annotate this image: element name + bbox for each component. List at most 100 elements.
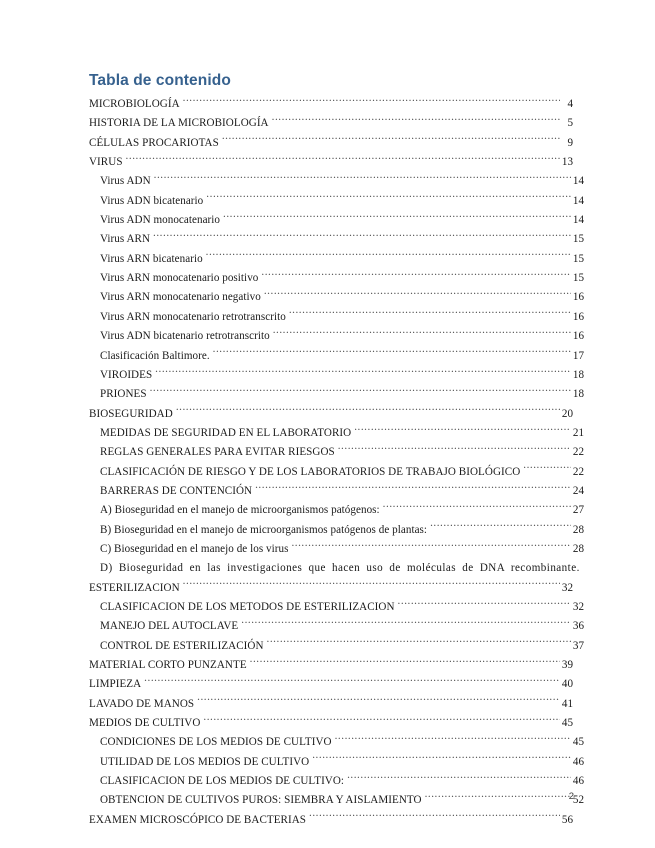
toc-entry-page-number: 15 <box>572 272 584 285</box>
toc-entry[interactable]: A) Bioseguridad en el manejo de microorg… <box>89 501 584 520</box>
toc-entry-page-number: 22 <box>572 465 584 478</box>
toc-entry-label: Virus ARN monocatenario negativo <box>100 291 261 304</box>
toc-entry[interactable]: ESTERILIZACION 32 <box>89 579 573 598</box>
toc-entry[interactable]: HISTORIA DE LA MICROBIOLOGÍA 5 <box>89 114 573 133</box>
toc-dot-leader <box>150 386 571 397</box>
toc-entry[interactable]: D) Bioseguridad en las investigaciones q… <box>89 559 584 578</box>
toc-dot-leader <box>126 154 560 165</box>
toc-entry-label: Virus ADN monocatenario <box>100 214 221 227</box>
toc-entry-label: CONTROL DE ESTERILIZACIÓN <box>100 639 264 652</box>
toc-dot-leader <box>335 734 571 745</box>
toc-entry[interactable]: Virus ADN bicatenario retrotranscrito 16 <box>89 327 584 346</box>
toc-entry[interactable]: Virus ARN 15 <box>89 230 584 249</box>
toc-entry-label: LIMPIEZA <box>89 678 142 691</box>
toc-entry-label: MICROBIOLOGÍA <box>89 98 180 111</box>
toc-entry[interactable]: B) Bioseguridad en el manejo de microorg… <box>89 521 584 540</box>
toc-dot-leader <box>272 115 560 126</box>
toc-entry[interactable]: CLASIFICACION DE LOS MEDIOS DE CULTIVO: 4… <box>89 772 584 791</box>
toc-entry-page-number: 22 <box>572 446 584 459</box>
toc-entry[interactable]: PRIONES 18 <box>89 385 584 404</box>
toc-entry[interactable]: BIOSEGURIDAD 20 <box>89 405 573 424</box>
toc-entry[interactable]: Virus ADN bicatenario 14 <box>89 192 584 211</box>
toc-entry-page-number: 18 <box>572 368 584 381</box>
toc-dot-leader <box>312 754 571 765</box>
toc-entry-page-number: 9 <box>567 136 573 149</box>
toc-dot-leader <box>176 406 560 417</box>
toc-entry-label: MANEJO DEL AUTOCLAVE <box>100 620 239 633</box>
toc-entry-label: CONDICIONES DE LOS MEDIOS DE CULTIVO <box>100 736 332 749</box>
toc-entry-page-number: 40 <box>561 678 573 691</box>
toc-entry-label: CLASIFICACION DE LOS METODOS DE ESTERILI… <box>100 600 395 613</box>
toc-entry-label: CLASIFICACION DE LOS MEDIOS DE CULTIVO: <box>100 775 345 788</box>
toc-dot-leader <box>154 173 571 184</box>
toc-entry[interactable]: CONDICIONES DE LOS MEDIOS DE CULTIVO 45 <box>89 733 584 752</box>
toc-entry[interactable]: BARRERAS DE CONTENCIÓN 24 <box>89 482 584 501</box>
toc-entry[interactable]: CLASIFICACIÓN DE RIESGO Y DE LOS LABORAT… <box>89 463 584 482</box>
toc-entry-page-number: 32 <box>572 600 584 613</box>
toc-entry[interactable]: MEDIDAS DE SEGURIDAD EN EL LABORATORIO 21 <box>89 424 584 443</box>
toc-entry[interactable]: Virus ARN monocatenario negativo 16 <box>89 288 584 307</box>
toc-entry-label: Virus ARN <box>100 233 151 246</box>
toc-dot-leader <box>197 696 560 707</box>
toc-entry[interactable]: Virus ADN 14 <box>89 172 584 191</box>
toc-dot-leader <box>222 135 560 146</box>
toc-entry-page-number: 16 <box>572 310 584 323</box>
toc-entry-page-number: 15 <box>572 233 584 246</box>
toc-entry[interactable]: Clasificación Baltimore. 17 <box>89 347 584 366</box>
toc-entry[interactable]: EXAMEN MICROSCÓPICO DE BACTERIAS 56 <box>89 811 573 830</box>
toc-entry-page-number: 27 <box>572 504 584 517</box>
toc-entry-label: OBTENCION DE CULTIVOS PUROS: SIEMBRA Y A… <box>100 794 422 807</box>
toc-entry-label: BARRERAS DE CONTENCIÓN <box>100 484 253 497</box>
toc-entry[interactable]: Virus ADN monocatenario 14 <box>89 211 584 230</box>
toc-entry-label: Clasificación Baltimore. <box>100 349 210 362</box>
toc-entry[interactable]: MANEJO DEL AUTOCLAVE 36 <box>89 617 584 636</box>
toc-entry-page-number: 21 <box>572 426 584 439</box>
toc-entry[interactable]: UTILIDAD DE LOS MEDIOS DE CULTIVO 46 <box>89 753 584 772</box>
toc-dot-leader <box>264 289 571 300</box>
toc-entry-page-number: 46 <box>572 775 584 788</box>
toc-entry-page-number: 56 <box>561 813 573 826</box>
toc-entry[interactable]: Virus ARN bicatenario 15 <box>89 250 584 269</box>
toc-entry[interactable]: LAVADO DE MANOS 41 <box>89 695 573 714</box>
toc-entry[interactable]: CONTROL DE ESTERILIZACIÓN 37 <box>89 637 584 656</box>
toc-dot-leader <box>383 502 571 513</box>
toc-entry[interactable]: REGLAS GENERALES PARA EVITAR RIESGOS 22 <box>89 443 584 462</box>
toc-entry[interactable]: VIRUS 13 <box>89 153 573 172</box>
toc-entry[interactable]: Virus ARN monocatenario positivo 15 <box>89 269 584 288</box>
toc-entry-label: REGLAS GENERALES PARA EVITAR RIESGOS <box>100 446 335 459</box>
toc-entry-label: PRIONES <box>100 388 147 401</box>
toc-dot-leader <box>183 96 560 107</box>
toc-entry-page-number: 14 <box>572 194 584 207</box>
toc-dot-leader <box>206 251 571 262</box>
toc-entry-page-number: 4 <box>567 98 573 111</box>
page-number: 2 <box>568 791 574 802</box>
toc-entry[interactable]: MICROBIOLOGÍA 4 <box>89 95 573 114</box>
toc-entry-page-number: 39 <box>561 659 573 672</box>
toc-entry-page-number: 46 <box>572 755 584 768</box>
toc-entry[interactable]: VIROIDES 18 <box>89 366 584 385</box>
toc-entry-page-number: 14 <box>572 214 584 227</box>
toc-entry-page-number: 45 <box>572 736 584 749</box>
toc-dot-leader <box>354 425 571 436</box>
toc-entry-label: Virus ARN bicatenario <box>100 252 203 265</box>
toc-entry[interactable]: CÉLULAS PROCARIOTAS 9 <box>89 134 573 153</box>
toc-dot-leader <box>203 715 560 726</box>
toc-entry-label: BIOSEGURIDAD <box>89 407 173 420</box>
toc-dot-leader <box>309 812 560 823</box>
toc-entry[interactable]: C) Bioseguridad en el manejo de los viru… <box>89 540 584 559</box>
toc-entry[interactable]: CLASIFICACION DE LOS METODOS DE ESTERILI… <box>89 598 584 617</box>
toc-entry[interactable]: OBTENCION DE CULTIVOS PUROS: SIEMBRA Y A… <box>89 791 584 810</box>
toc-entry-label: C) Bioseguridad en el manejo de los viru… <box>100 542 289 555</box>
toc-entry[interactable]: MEDIOS DE CULTIVO 45 <box>89 714 573 733</box>
toc-entry[interactable]: Virus ARN monocatenario retrotranscrito 1… <box>89 308 584 327</box>
toc-dot-leader <box>291 541 571 552</box>
toc-entry-label: EXAMEN MICROSCÓPICO DE BACTERIAS <box>89 813 307 826</box>
toc-entry-page-number: 32 <box>561 581 573 594</box>
toc-entry[interactable]: LIMPIEZA 40 <box>89 675 573 694</box>
toc-entry-page-number: 37 <box>572 639 584 652</box>
toc-dot-leader <box>430 522 571 533</box>
toc-dot-leader <box>273 328 571 339</box>
toc-entry-page-number: 36 <box>572 620 584 633</box>
toc-entry[interactable]: MATERIAL CORTO PUNZANTE 39 <box>89 656 573 675</box>
table-of-contents: Tabla de contenido MICROBIOLOGÍA 4 HISTORI… <box>89 72 584 830</box>
